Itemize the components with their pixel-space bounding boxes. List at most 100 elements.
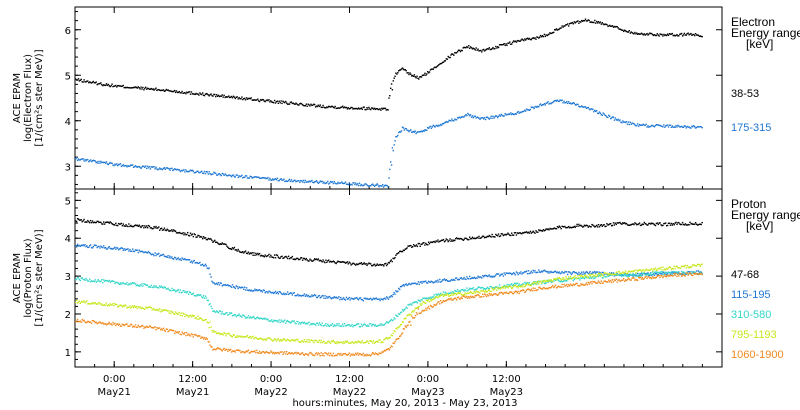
data-point [251, 99, 253, 101]
data-point [602, 224, 604, 226]
data-point [299, 353, 301, 356]
data-point [76, 79, 79, 81]
data-point [472, 277, 475, 279]
data-point [318, 339, 321, 341]
data-point [272, 101, 274, 103]
data-point [604, 225, 606, 228]
data-point [603, 275, 605, 277]
data-point [549, 227, 551, 230]
data-point [439, 295, 441, 298]
data-point [653, 276, 656, 279]
data-point [483, 288, 486, 290]
data-point [629, 271, 631, 273]
data-point [284, 180, 286, 183]
data-point [561, 281, 563, 283]
data-point [457, 296, 460, 298]
data-point [642, 223, 644, 226]
data-point [624, 280, 626, 282]
data-point [218, 347, 221, 350]
data-point [259, 317, 262, 319]
data-point [489, 290, 491, 293]
data-point [483, 295, 485, 298]
data-point [496, 47, 498, 49]
data-point [540, 282, 543, 284]
data-point [504, 44, 506, 47]
data-point [268, 337, 270, 339]
data-point [277, 293, 279, 295]
data-point [381, 264, 383, 266]
data-point [566, 280, 568, 282]
data-point [97, 83, 99, 85]
data-point [491, 117, 493, 119]
data-point [365, 263, 367, 265]
data-point [677, 35, 679, 37]
data-point [602, 271, 604, 274]
data-point [445, 292, 447, 294]
data-point [596, 271, 599, 273]
data-point [398, 313, 400, 315]
data-point [104, 323, 107, 325]
data-point [464, 296, 466, 298]
data-point [386, 184, 388, 187]
data-point [217, 282, 220, 284]
data-point [503, 272, 505, 274]
data-point [203, 237, 206, 239]
data-point [469, 295, 472, 297]
data-point [161, 229, 164, 231]
data-point [152, 166, 154, 168]
data-point [666, 274, 669, 276]
data-point [444, 240, 447, 242]
data-point [423, 74, 425, 76]
data-point [95, 81, 97, 83]
data-point [547, 281, 549, 283]
data-point [497, 46, 500, 49]
data-point [513, 272, 516, 275]
data-point [431, 68, 433, 70]
data-point [652, 277, 655, 279]
data-point [131, 250, 133, 252]
data-point [204, 93, 207, 95]
data-point [187, 259, 189, 261]
data-point [666, 124, 668, 127]
data-point [84, 279, 86, 281]
data-point [688, 271, 690, 273]
data-point [405, 317, 407, 320]
proton-ylabel: log(Proton Flux) [23, 238, 34, 317]
data-point [524, 109, 526, 111]
data-point [122, 324, 124, 326]
data-point [497, 116, 499, 119]
data-point [242, 350, 244, 353]
data-layer [75, 18, 703, 357]
data-point [483, 48, 485, 51]
data-point [214, 331, 216, 333]
axes-layer [74, 6, 723, 368]
data-point [127, 306, 129, 308]
data-point [89, 278, 91, 280]
data-point [276, 100, 279, 102]
data-point [364, 108, 366, 111]
data-point [418, 305, 420, 308]
data-point [694, 272, 696, 274]
data-point [414, 301, 417, 303]
data-point [638, 273, 641, 275]
data-point [609, 223, 611, 225]
data-point [526, 282, 529, 285]
data-point [311, 179, 313, 182]
data-point [701, 221, 703, 224]
data-point [611, 116, 614, 118]
data-point [213, 93, 215, 96]
data-point [279, 102, 281, 104]
data-point [390, 318, 392, 321]
data-point [166, 89, 168, 91]
data-point [353, 354, 355, 356]
data-point [696, 263, 699, 266]
data-point [121, 306, 124, 308]
data-point [324, 182, 326, 185]
data-point [172, 90, 174, 93]
data-point [151, 286, 153, 288]
data-point [214, 348, 216, 350]
data-point [684, 275, 687, 277]
data-point [636, 124, 638, 127]
data-point [80, 321, 82, 323]
data-point [174, 256, 176, 259]
